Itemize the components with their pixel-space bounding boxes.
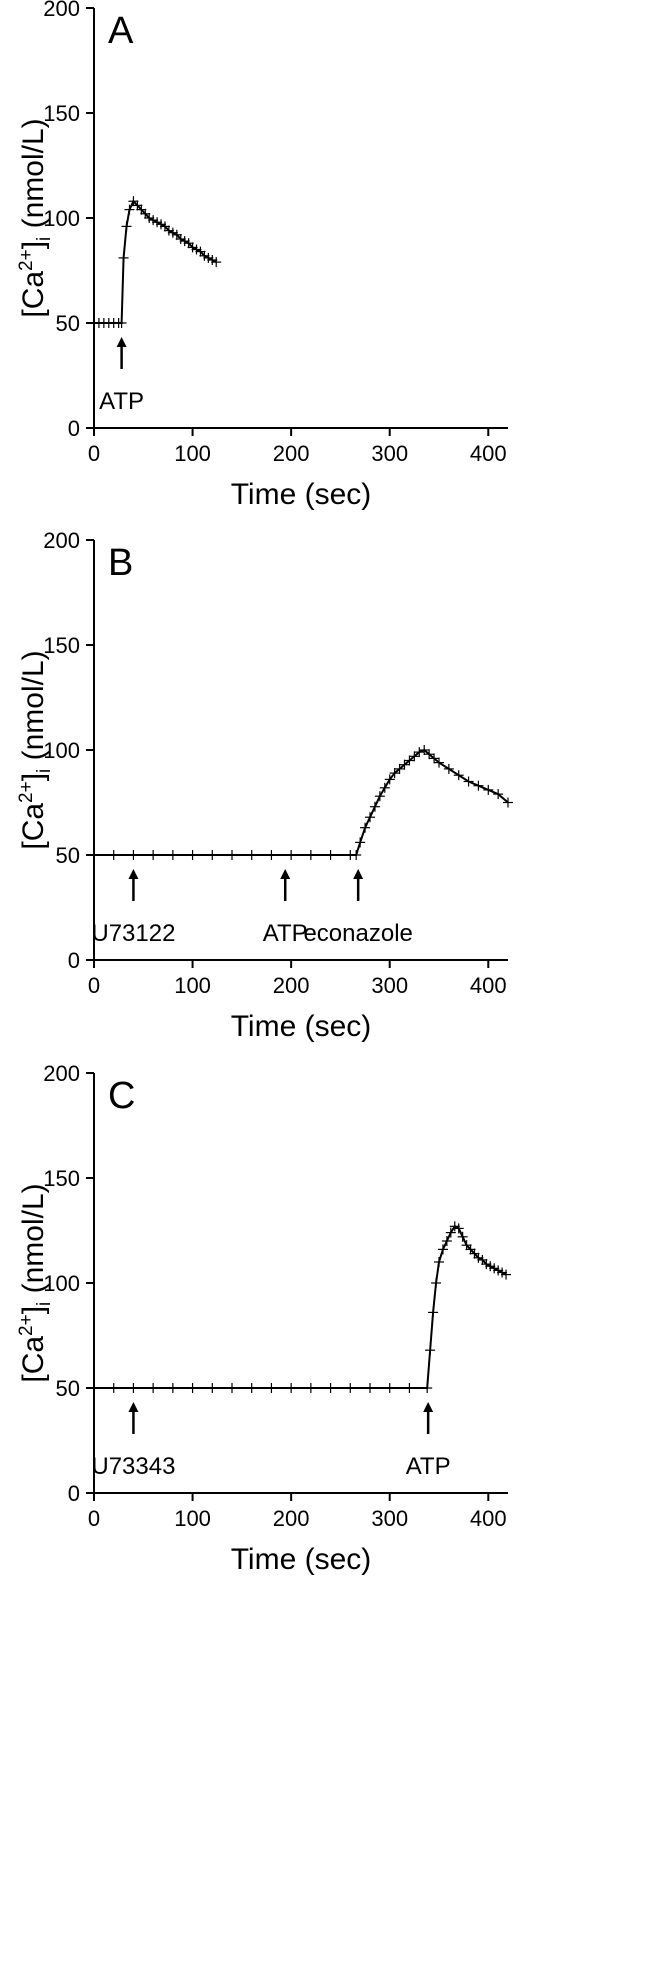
arrow-up-icon [353, 869, 364, 879]
x-tick-label: 200 [273, 1506, 310, 1531]
x-tick-label: 400 [470, 973, 507, 998]
panel-label: A [108, 10, 134, 52]
x-tick-label: 300 [371, 441, 408, 466]
y-axis-title: [Ca2+]i (nmol/L) [16, 1183, 55, 1382]
x-tick-label: 100 [174, 441, 211, 466]
x-tick-label: 400 [470, 441, 507, 466]
x-tick-label: 300 [371, 973, 408, 998]
x-tick-label: 400 [470, 1506, 507, 1531]
y-tick-label: 100 [43, 738, 80, 763]
y-tick-label: 0 [68, 416, 80, 441]
panel-label: C [108, 1075, 135, 1117]
y-tick-label: 100 [43, 206, 80, 231]
y-axis-title-sub: i [34, 237, 55, 241]
x-axis-title: Time (sec) [231, 478, 372, 511]
y-tick-label: 100 [43, 1271, 80, 1296]
arrow-up-icon [128, 1402, 139, 1412]
x-tick-label: 200 [273, 441, 310, 466]
arrow-up-icon [116, 337, 127, 347]
arrow-up-icon [423, 1402, 434, 1412]
annotation-label: U73122 [91, 920, 175, 947]
y-axis-title-sub: i [34, 769, 55, 773]
annotation-label: ATP [263, 920, 308, 947]
annotation-label: U73343 [91, 1453, 175, 1480]
y-tick-label: 200 [43, 1061, 80, 1086]
x-tick-label: 100 [174, 973, 211, 998]
series-line [94, 199, 217, 324]
y-axis-title-bracket: ] [17, 241, 50, 249]
y-axis-title-sup: 2+ [16, 781, 37, 803]
x-tick-label: 200 [273, 973, 310, 998]
y-axis-title-suffix: (nmol/L) [17, 1183, 50, 1301]
annotation-label: ATP [406, 1453, 451, 1480]
arrow-up-icon [128, 869, 139, 879]
annotation-label: econazole [303, 920, 412, 947]
x-tick-label: 0 [88, 1506, 100, 1531]
panel-label: B [108, 542, 133, 584]
y-axis-title-bracket: ] [17, 1306, 50, 1314]
y-tick-label: 200 [43, 528, 80, 553]
x-tick-label: 0 [88, 973, 100, 998]
annotation-label: ATP [99, 388, 144, 415]
x-tick-label: 300 [371, 1506, 408, 1531]
y-axis-title-prefix: [Ca [17, 271, 50, 318]
x-axis-title: Time (sec) [231, 1010, 372, 1043]
x-tick-label: 0 [88, 441, 100, 466]
arrow-up-icon [280, 869, 291, 879]
y-tick-label: 50 [56, 1376, 80, 1401]
x-tick-label: 100 [174, 1506, 211, 1531]
y-axis-title-sup: 2+ [16, 249, 37, 271]
chart-panel-a: 0 50 100 150 200 0 100 200 300 400 Time (sec) [Ca2+… [16, 0, 508, 511]
series-line [94, 1224, 507, 1389]
y-tick-label: 0 [68, 948, 80, 973]
y-tick-label: 200 [43, 0, 80, 21]
y-tick-label: 150 [43, 101, 80, 126]
series-line [94, 748, 509, 856]
y-axis-title-sup: 2+ [16, 1314, 37, 1336]
y-tick-label: 150 [43, 1166, 80, 1191]
x-axis-title: Time (sec) [231, 1543, 372, 1576]
y-axis-title-prefix: [Ca [17, 1336, 50, 1383]
y-axis-title-suffix: (nmol/L) [17, 118, 50, 236]
y-axis-title-suffix: (nmol/L) [17, 650, 50, 768]
y-axis-title-sub: i [34, 1302, 55, 1306]
y-axis-title: [Ca2+]i (nmol/L) [16, 650, 55, 849]
chart-panel-c: 0 50 100 150 200 0 100 200 300 400 Time (sec) [Ca2+… [16, 1061, 512, 1576]
y-tick-label: 150 [43, 633, 80, 658]
y-axis-title: [Ca2+]i (nmol/L) [16, 118, 55, 317]
y-tick-label: 50 [56, 843, 80, 868]
y-tick-label: 50 [56, 311, 80, 336]
y-tick-label: 0 [68, 1481, 80, 1506]
y-axis-title-prefix: [Ca [17, 803, 50, 850]
chart-panel-b: 0 50 100 150 200 0 100 200 300 400 Time (sec) [Ca2+… [16, 528, 513, 1043]
y-axis-title-bracket: ] [17, 773, 50, 781]
